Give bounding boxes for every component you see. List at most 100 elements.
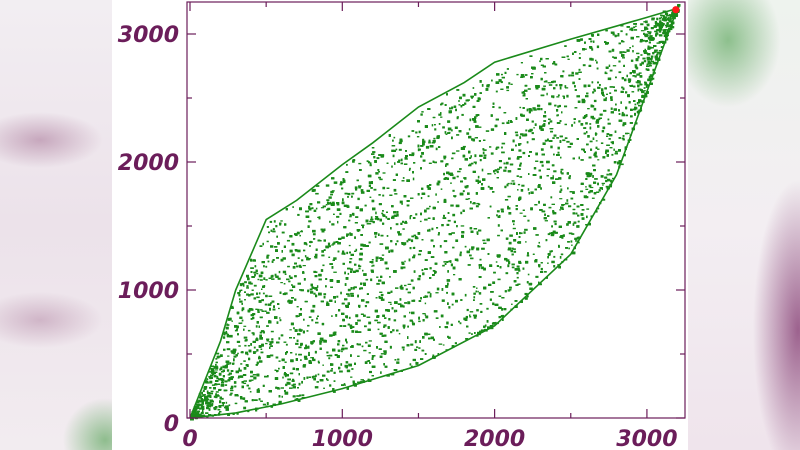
scatter-point xyxy=(566,172,569,175)
scatter-point xyxy=(252,351,257,353)
scatter-point xyxy=(441,224,444,227)
scatter-point xyxy=(310,309,315,313)
scatter-point xyxy=(572,157,575,160)
scatter-point xyxy=(401,262,405,265)
scatter-point xyxy=(527,88,531,90)
scatter-point xyxy=(427,229,431,232)
scatter-point xyxy=(393,309,396,313)
scatter-point xyxy=(473,120,477,123)
scatter-point xyxy=(282,270,287,274)
scatter-point xyxy=(317,216,320,218)
scatter-point xyxy=(462,93,466,97)
scatter-point xyxy=(458,100,460,102)
scatter-point xyxy=(593,99,597,103)
scatter-point xyxy=(311,286,315,289)
scatter-point xyxy=(511,180,515,182)
scatter-point xyxy=(490,152,494,155)
scatter-point xyxy=(315,288,318,291)
scatter-point xyxy=(362,269,364,272)
scatter-point xyxy=(357,331,362,333)
scatter-point xyxy=(275,356,279,359)
scatter-point xyxy=(295,353,297,356)
scatter-point xyxy=(265,265,268,268)
scatter-point xyxy=(481,266,484,270)
scatter-point xyxy=(635,25,637,27)
scatter-point xyxy=(355,216,359,218)
scatter-point xyxy=(660,14,663,16)
scatter-point xyxy=(346,369,351,373)
scatter-point xyxy=(618,42,621,45)
scatter-point xyxy=(559,120,562,122)
scatter-point xyxy=(326,303,330,306)
scatter-point xyxy=(252,313,256,316)
scatter-point xyxy=(607,77,612,81)
scatter-point xyxy=(475,125,479,128)
scatter-point xyxy=(446,279,451,282)
scatter-point xyxy=(576,236,581,240)
scatter-point xyxy=(466,308,469,312)
scatter-point xyxy=(220,383,225,387)
scatter-point xyxy=(549,128,554,130)
scatter-point xyxy=(250,318,253,320)
scatter-point xyxy=(373,188,377,191)
scatter-point xyxy=(503,112,507,114)
scatter-point xyxy=(260,330,265,333)
scatter-point xyxy=(550,196,553,199)
scatter-point xyxy=(471,333,473,335)
scatter-point xyxy=(507,247,512,250)
scatter-point xyxy=(587,108,590,110)
scatter-point xyxy=(345,361,349,364)
scatter-point xyxy=(276,257,279,259)
scatter-point xyxy=(563,96,565,99)
scatter-point xyxy=(470,257,474,260)
scatter-point xyxy=(361,299,365,302)
scatter-point xyxy=(535,85,539,88)
scatter-point xyxy=(534,259,538,263)
scatter-point xyxy=(344,384,346,386)
scatter-point xyxy=(241,385,244,389)
scatter-point xyxy=(592,91,595,94)
scatter-point xyxy=(332,390,336,393)
scatter-point xyxy=(412,358,416,362)
scatter-point xyxy=(255,308,258,310)
scatter-point xyxy=(522,151,526,155)
scatter-point xyxy=(277,388,281,390)
scatter-point xyxy=(602,156,606,159)
scatter-point xyxy=(253,346,256,349)
scatter-point xyxy=(434,271,436,274)
scatter-point xyxy=(242,397,246,400)
scatter-point xyxy=(578,78,581,80)
scatter-point xyxy=(221,380,224,383)
scatter-point xyxy=(334,354,338,356)
scatter-point xyxy=(654,61,657,65)
scatter-point xyxy=(552,137,555,139)
scatter-point xyxy=(472,286,476,288)
scatter-point xyxy=(237,333,239,336)
scatter-point xyxy=(618,160,621,163)
scatter-point xyxy=(230,387,233,390)
scatter-point xyxy=(516,175,519,177)
scatter-point xyxy=(572,81,575,85)
scatter-point xyxy=(632,50,634,53)
scatter-point xyxy=(603,109,607,112)
scatter-point xyxy=(540,267,543,271)
scatter-point xyxy=(564,105,568,108)
scatter-point xyxy=(640,54,643,56)
scatter-point xyxy=(206,390,209,394)
scatter-point xyxy=(247,329,251,332)
scatter-point xyxy=(457,170,461,173)
scatter-point xyxy=(608,64,611,67)
scatter-point xyxy=(268,277,272,279)
scatter-point xyxy=(316,285,319,288)
scatter-point xyxy=(312,233,316,236)
scatter-point xyxy=(600,142,604,144)
scatter-point xyxy=(566,223,569,226)
scatter-point xyxy=(296,395,300,397)
scatter-point xyxy=(427,291,431,294)
scatter-point xyxy=(263,265,265,268)
scatter-point xyxy=(330,190,334,194)
scatter-point xyxy=(303,355,308,359)
scatter-point xyxy=(618,60,621,63)
scatter-point xyxy=(506,86,509,89)
scatter-point xyxy=(445,164,447,167)
